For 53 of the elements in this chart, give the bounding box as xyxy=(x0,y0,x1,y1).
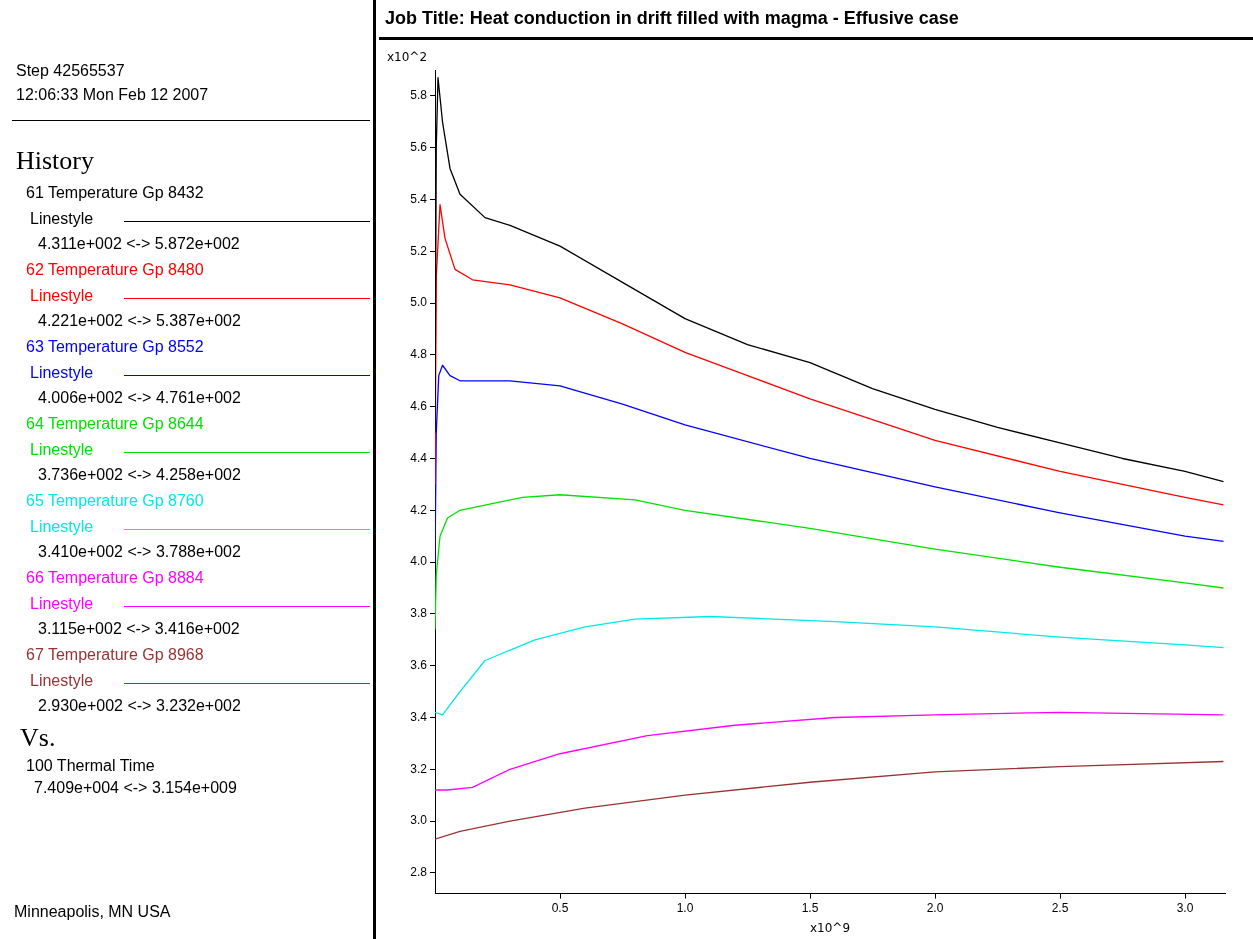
text: Linestyle xyxy=(30,441,94,459)
y-axis-title: x10^2 xyxy=(387,50,428,65)
x-tick-label: 2.5 xyxy=(1051,901,1069,916)
x-tick-label: 1.0 xyxy=(676,901,694,916)
y-tick-label: 5.2 xyxy=(410,243,428,258)
text: 61 Temperature Gp 8432 xyxy=(26,184,204,202)
y-tick-label: 3.0 xyxy=(410,813,428,828)
y-tick-label: 3.6 xyxy=(410,658,428,672)
y-tick-label: 4.2 xyxy=(410,502,428,517)
y-tick-label: 5.0 xyxy=(410,295,428,310)
text: 4.311e+002 <-> 5.872e+002 xyxy=(38,235,240,253)
x-tick-label: 1.5 xyxy=(801,901,819,916)
text: 3.410e+002 <-> 3.788e+002 xyxy=(38,543,241,561)
text: 4.221e+002 <-> 5.387e+002 xyxy=(38,312,241,330)
x-axis-title: x10^9 xyxy=(809,921,851,936)
y-tick-label: 4.4 xyxy=(410,450,428,465)
y-tick-label: 3.8 xyxy=(410,606,428,621)
text: Linestyle xyxy=(30,595,94,613)
text: Vs. xyxy=(20,723,56,753)
y-tick-label: 4.6 xyxy=(410,399,428,413)
chart-title: Job Title: Heat conduction in drift filled with magma - Effusive case xyxy=(379,0,1253,40)
text: 67 Temperature Gp 8968 xyxy=(26,646,204,664)
y-tick-label: 5.8 xyxy=(410,88,428,103)
text: 3.736e+002 <-> 4.258e+002 xyxy=(38,466,241,484)
text: 64 Temperature Gp 8644 xyxy=(26,415,204,433)
y-tick-label: 3.2 xyxy=(410,761,428,776)
text: 12:06:33 Mon Feb 12 2007 xyxy=(16,86,209,104)
y-tick-label: 2.8 xyxy=(410,865,428,880)
text: Minneapolis, MN USA xyxy=(14,903,171,921)
text: 4.006e+002 <-> 4.761e+002 xyxy=(38,389,241,407)
x-tick-label: 2.0 xyxy=(926,901,944,916)
text: 66 Temperature Gp 8884 xyxy=(26,569,204,587)
text: Linestyle xyxy=(30,364,94,382)
text: Linestyle xyxy=(30,672,94,690)
x-tick-label: 0.5 xyxy=(551,901,569,916)
text: Linestyle xyxy=(30,518,94,536)
text: 65 Temperature Gp 8760 xyxy=(26,492,204,510)
text: 100 Thermal Time xyxy=(26,757,155,775)
text: Step 42565537 xyxy=(16,62,125,80)
y-tick-label: 4.8 xyxy=(410,347,428,362)
y-tick-label: 3.4 xyxy=(410,709,428,724)
text: 63 Temperature Gp 8552 xyxy=(26,338,204,356)
text: Linestyle xyxy=(30,210,94,228)
text: Linestyle xyxy=(30,287,94,305)
y-tick-label: 4.0 xyxy=(410,554,428,569)
y-tick-label: 5.6 xyxy=(410,140,428,155)
y-tick-label: 5.4 xyxy=(410,191,428,206)
text: 62 Temperature Gp 8480 xyxy=(26,261,204,279)
x-tick-label: 3.0 xyxy=(1176,901,1194,916)
legend-title: History xyxy=(16,146,94,176)
text: 7.409e+004 <-> 3.154e+009 xyxy=(34,779,237,797)
text: 2.930e+002 <-> 3.232e+002 xyxy=(38,697,241,715)
text: 3.115e+002 <-> 3.416e+002 xyxy=(38,620,240,638)
